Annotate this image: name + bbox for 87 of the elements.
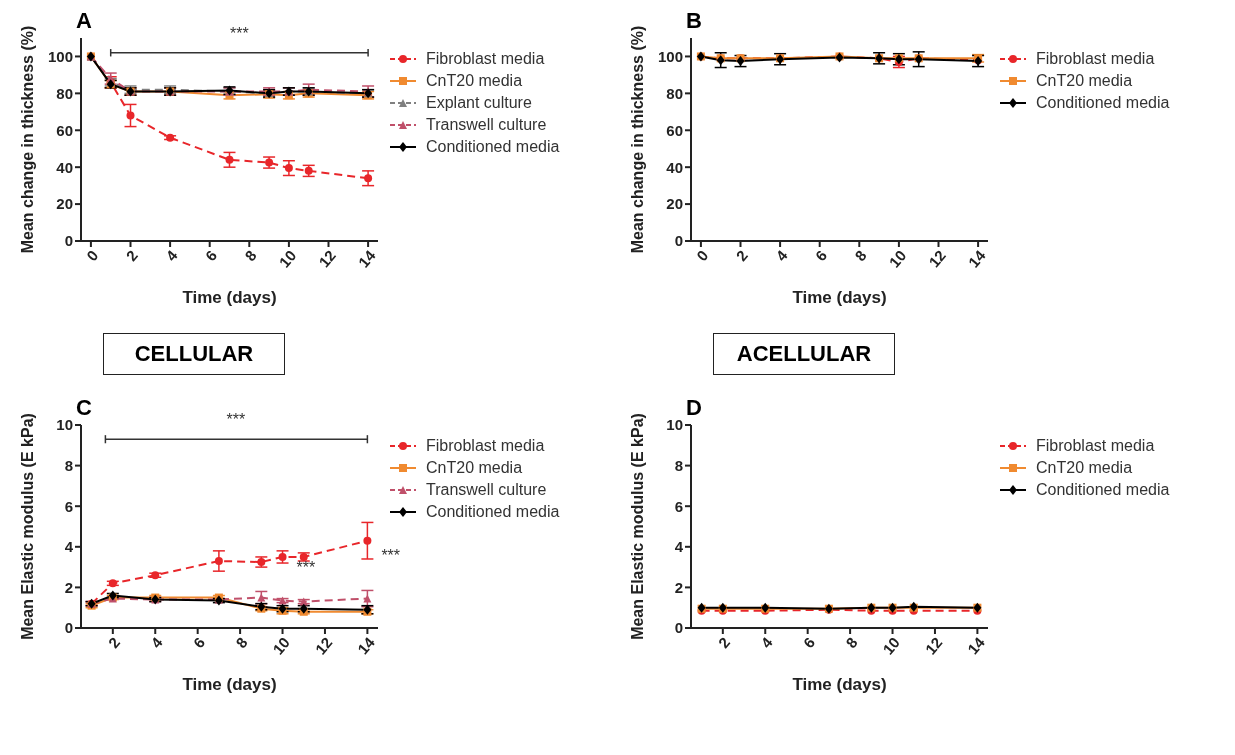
y-tick-label: 4 [674,538,684,556]
legend-label: Transwell culture [426,115,547,135]
legend-label: Conditioned media [1036,93,1170,113]
annotation: *** [226,411,246,429]
y-tick-label: 2 [674,578,683,596]
x-tick-label: 14 [354,246,379,271]
x-tick-label: 10 [885,246,910,271]
legend-label: CnT20 media [426,458,523,478]
legend-label: CnT20 media [426,71,523,91]
legend-label: Conditioned media [426,502,560,522]
y-tick-label: 20 [666,195,683,213]
x-axis-title: Time (days) [792,675,887,694]
y-tick-label: 0 [64,232,73,250]
x-tick-label: 14 [354,633,379,658]
y-axis-title: Mean Elastic modulus (E kPa) [18,413,36,640]
y-tick-label: 80 [666,84,683,102]
x-tick-label: 12 [311,633,336,658]
x-tick-label: 8 [241,246,260,265]
y-axis-title: Mean Elastic modulus (E kPa) [628,413,646,640]
x-tick-label: 0 [82,246,102,265]
y-tick-label: 10 [666,416,683,434]
y-tick-label: 2 [64,578,73,596]
x-axis-title: Time (days) [792,288,887,307]
y-tick-label: 40 [56,158,73,176]
x-tick-label: 4 [772,246,791,265]
x-tick-label: 4 [162,246,181,265]
legend-label: Transwell culture [426,480,547,500]
annotation: *** [296,558,316,576]
x-tick-label: 6 [799,633,819,652]
legend-label: Fibroblast media [1036,49,1155,69]
x-tick-label: 6 [189,633,209,652]
y-tick-label: 0 [674,619,683,637]
annotation: *** [381,546,401,564]
legend-label: CnT20 media [1036,71,1133,91]
y-tick-label: 20 [56,195,73,213]
x-tick-label: 8 [851,246,870,265]
x-tick-label: 0 [692,246,712,265]
legend-label: Fibroblast media [426,436,545,456]
legend-label: Explant culture [426,93,532,113]
x-tick-label: 10 [275,246,300,271]
x-tick-label: 2 [122,246,141,265]
x-tick-label: 4 [147,633,167,652]
y-tick-label: 0 [64,619,73,637]
x-tick-label: 10 [879,633,903,658]
x-tick-label: 6 [201,246,221,265]
annotation: *** [230,24,249,42]
x-axis-title: Time (days) [182,675,277,694]
y-tick-label: 80 [56,84,73,102]
legend-label: Conditioned media [1036,480,1170,500]
y-tick-label: 60 [666,121,683,139]
x-tick-label: 2 [732,246,751,265]
y-tick-label: 60 [56,121,73,139]
x-tick-label: 8 [232,633,251,652]
y-tick-label: 0 [674,232,683,250]
x-axis-title: Time (days) [182,288,277,307]
x-tick-label: 6 [811,246,831,265]
y-tick-label: 40 [666,158,683,176]
chart-title: A [76,8,92,34]
y-axis-title: Mean change in thickness (%) [18,25,36,254]
legend-label: Fibroblast media [426,49,545,69]
chart-title: B [686,8,702,34]
legend-label: Conditioned media [426,137,560,157]
x-tick-label: 14 [964,633,989,658]
chart-title: D [686,395,702,421]
x-tick-label: 12 [315,246,339,271]
y-tick-label: 6 [64,497,73,515]
y-tick-label: 8 [64,456,73,474]
x-tick-label: 12 [925,246,949,271]
y-tick-label: 8 [674,456,683,474]
x-tick-label: 2 [714,633,734,652]
x-tick-label: 2 [104,633,124,652]
x-tick-label: 14 [964,246,989,271]
text: CELLULAR [103,333,285,375]
text: ACELLULAR [713,333,895,375]
x-tick-label: 12 [921,633,946,658]
x-tick-label: 4 [757,633,777,652]
legend-label: Fibroblast media [1036,436,1155,456]
chart-title: C [76,395,92,421]
x-tick-label: 10 [269,633,293,658]
x-tick-label: 8 [842,633,861,652]
y-axis-title: Mean change in thickness (%) [628,25,646,254]
y-tick-label: 100 [47,47,73,65]
y-tick-label: 6 [674,497,683,515]
legend-label: CnT20 media [1036,458,1133,478]
y-tick-label: 4 [64,538,74,556]
y-tick-label: 10 [56,416,73,434]
y-tick-label: 100 [657,47,683,65]
